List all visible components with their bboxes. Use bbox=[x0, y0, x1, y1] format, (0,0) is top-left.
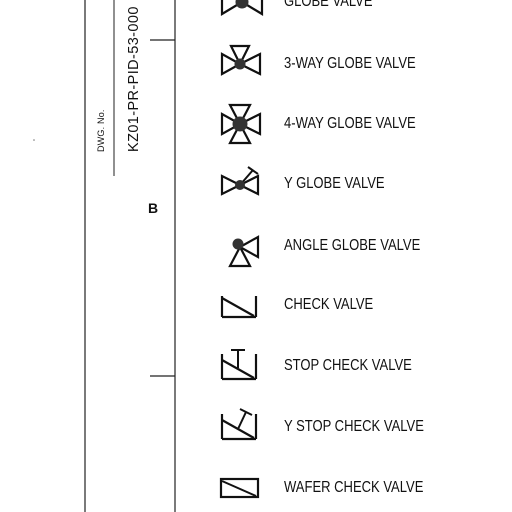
three-way-globe-valve-icon bbox=[220, 44, 262, 76]
zone-marker: B bbox=[148, 200, 159, 216]
dwg-no-label: DWG. No. bbox=[96, 109, 106, 152]
y-globe-valve-icon bbox=[220, 166, 260, 196]
angle-globe-valve-icon bbox=[228, 235, 260, 268]
legend-label-stop-check-valve: STOP CHECK VALVE bbox=[284, 357, 412, 374]
dwg-number: KZ01-PR-PID-53-000 bbox=[126, 6, 142, 152]
globe-valve-icon bbox=[220, 0, 264, 16]
legend-label-y-stop-check-valve: Y STOP CHECK VALVE bbox=[284, 418, 424, 435]
paper-speck bbox=[33, 139, 35, 141]
legend-label-globe-valve: GLOBE VALVE bbox=[284, 0, 373, 10]
four-way-globe-valve-icon bbox=[220, 103, 262, 145]
y-stop-check-valve-icon bbox=[220, 408, 258, 441]
legend-label-angle-globe-valve: ANGLE GLOBE VALVE bbox=[284, 237, 421, 254]
legend-label-y-globe-valve: Y GLOBE VALVE bbox=[284, 175, 385, 192]
legend-label-check-valve: CHECK VALVE bbox=[284, 296, 374, 313]
legend-label-4-way-globe-valve: 4-WAY GLOBE VALVE bbox=[284, 115, 416, 132]
stop-check-valve-icon bbox=[220, 349, 258, 381]
wafer-check-valve-icon bbox=[219, 477, 260, 499]
legend-label-wafer-check-valve: WAFER CHECK VALVE bbox=[284, 479, 424, 496]
check-valve-icon bbox=[220, 296, 258, 319]
legend-label-3-way-globe-valve: 3-WAY GLOBE VALVE bbox=[284, 55, 416, 72]
